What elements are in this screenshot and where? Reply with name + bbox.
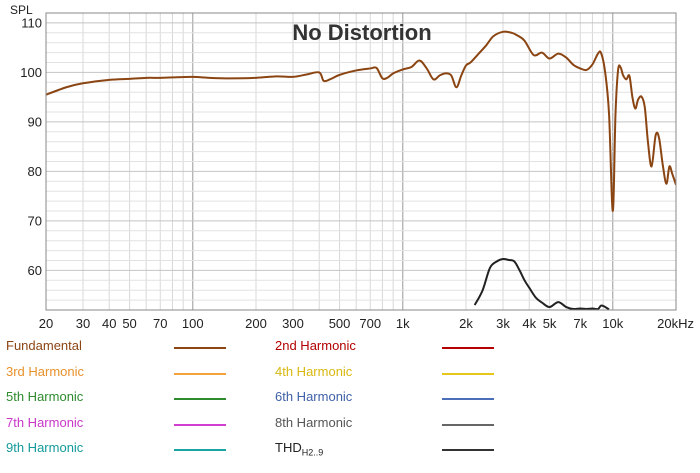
legend-label: 5th Harmonic: [6, 389, 83, 404]
legend-swatch: [442, 398, 494, 400]
y-tick-label: 80: [28, 164, 42, 179]
x-tick-label: 30: [76, 316, 90, 331]
legend-swatch: [442, 347, 494, 349]
plot-frame: [45, 12, 677, 311]
legend-label-text: 7th Harmonic: [6, 414, 84, 430]
y-tick-label: 90: [28, 114, 42, 129]
legend-label: 6th Harmonic: [275, 389, 352, 404]
legend-swatch: [174, 423, 226, 426]
x-tick-label: 20kHz: [657, 316, 694, 331]
legend-item: 9th Harmonic: [6, 440, 236, 460]
legend-label: THDH2..9: [275, 440, 323, 458]
legend-swatch: [442, 372, 494, 375]
x-tick-label: 500: [329, 316, 351, 331]
legend: Fundamental 2nd Harmonic 3rd Harmonic 4th H…: [0, 338, 700, 473]
legend-label-text: Fundamental: [6, 338, 82, 353]
x-tick-label: 70: [153, 316, 167, 331]
legend-item: 8th Harmonic: [275, 415, 505, 435]
legend-swatch: [174, 347, 226, 349]
x-tick-label: 4k: [522, 316, 536, 331]
legend-swatch: [174, 372, 226, 375]
x-tick-label: 1k: [396, 316, 410, 331]
x-tick-label: 40: [102, 316, 116, 331]
x-tick-label: 7k: [573, 316, 587, 331]
legend-label-text: 3rd Harmonic: [6, 363, 85, 379]
legend-item: 3rd Harmonic: [6, 364, 236, 384]
y-tick-label: 60: [28, 263, 42, 278]
legend-label-subscript: H2..9: [301, 447, 324, 458]
legend-label-text: 2nd Harmonic: [275, 338, 356, 353]
series-line-fundamental: [46, 30, 676, 212]
x-tick-label: 10k: [602, 316, 623, 331]
grid: [45, 13, 677, 310]
legend-label-text: 6th Harmonic: [275, 389, 353, 404]
x-tick-label: 700: [359, 316, 381, 331]
chart-title: No Distortion: [292, 20, 431, 45]
legend-item: 6th Harmonic: [275, 389, 505, 409]
legend-item: THDH2..9: [275, 440, 505, 460]
legend-item: Fundamental: [6, 338, 236, 358]
series-line-thd: [473, 257, 610, 310]
y-tick-label: 100: [20, 65, 42, 80]
x-tick-label: 2k: [459, 316, 473, 331]
series-lines: [46, 30, 676, 310]
legend-label-text: THD: [275, 440, 302, 455]
legend-item: 5th Harmonic: [6, 389, 236, 409]
y-tick-label: 110: [21, 15, 42, 30]
legend-label-text: 4th Harmonic: [275, 363, 353, 379]
legend-label-text: 5th Harmonic: [6, 389, 84, 404]
x-tick-label: 20: [39, 316, 53, 331]
legend-label-text: 9th Harmonic: [6, 440, 84, 455]
legend-label: 4th Harmonic: [275, 364, 352, 379]
legend-label: 3rd Harmonic: [6, 364, 84, 379]
y-axis-label: SPL: [10, 3, 33, 17]
x-tick-label: 50: [122, 316, 136, 331]
x-tick-label: 100: [182, 316, 204, 331]
legend-swatch: [174, 398, 226, 400]
legend-label-text: 8th Harmonic: [275, 414, 353, 430]
legend-label: 8th Harmonic: [275, 415, 352, 430]
y-tick-label: 70: [28, 213, 42, 228]
chart: 60 70 80 90 100 110 20 30 40 50 70 100 200 300 500 700…: [10, 3, 694, 331]
x-tick-label: 3k: [496, 316, 510, 331]
x-tick-labels: 20 30 40 50 70 100 200 300 500 700 1k 2k 3k 4k 5k 7k 10k…: [39, 316, 694, 331]
legend-item: 2nd Harmonic: [275, 338, 505, 358]
legend-item: 7th Harmonic: [6, 415, 236, 435]
legend-label: 7th Harmonic: [6, 415, 83, 430]
legend-item: 4th Harmonic: [275, 364, 505, 384]
x-tick-label: 200: [245, 316, 267, 331]
legend-label: Fundamental: [6, 338, 82, 353]
legend-swatch: [174, 449, 226, 451]
legend-label: 2nd Harmonic: [275, 338, 356, 353]
legend-swatch: [442, 449, 494, 451]
legend-swatch: [442, 423, 494, 426]
legend-label: 9th Harmonic: [6, 440, 83, 455]
x-tick-label: 300: [282, 316, 304, 331]
y-tick-labels: 60 70 80 90 100 110: [20, 15, 42, 278]
x-tick-label: 5k: [543, 316, 557, 331]
